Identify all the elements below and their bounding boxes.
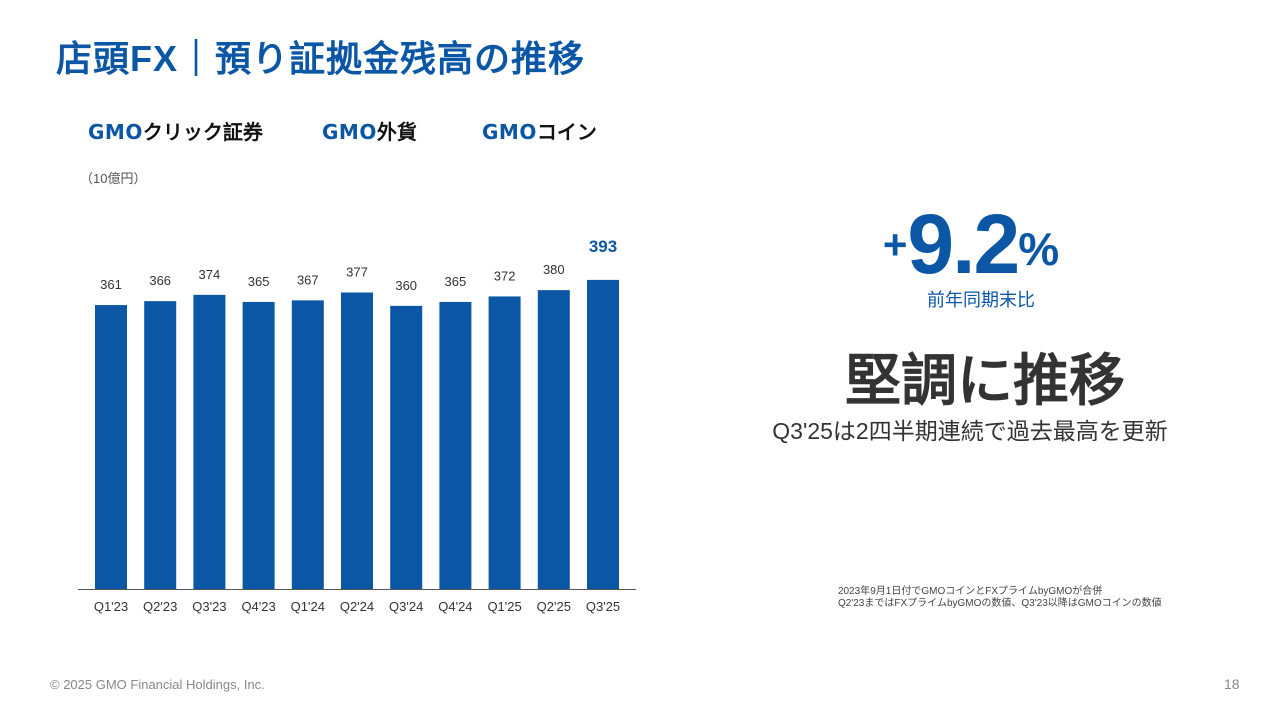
bar <box>587 279 619 589</box>
x-tick-label: Q4'24 <box>438 599 472 614</box>
logo-suffix: コイン <box>536 120 597 144</box>
bar <box>95 305 127 589</box>
headline: 堅調に推移 <box>845 349 1125 412</box>
bar <box>439 301 472 589</box>
x-tick-label: Q2'24 <box>340 599 374 614</box>
page-title: 店頭FX｜預り証拠金残高の推移 <box>56 38 586 79</box>
bar <box>537 290 570 589</box>
unit-label: （10億円） <box>80 171 147 186</box>
data-label: 365 <box>445 274 467 289</box>
growth-percentage: +9.2% <box>866 196 1076 293</box>
data-label: 361 <box>100 277 122 292</box>
x-tick-label: Q1'24 <box>291 599 325 614</box>
data-label: 360 <box>395 278 417 293</box>
growth-value: 9.2 <box>907 197 1020 291</box>
bar <box>242 301 275 589</box>
growth-unit: % <box>1018 223 1060 275</box>
x-tick-label: Q1'25 <box>487 599 521 614</box>
bar <box>488 296 521 589</box>
data-label: 377 <box>346 264 368 279</box>
page-number: 18 <box>1224 676 1240 692</box>
bar <box>193 294 226 589</box>
data-label: 372 <box>494 268 516 283</box>
data-label: 365 <box>248 274 270 289</box>
logo-brand: GMO <box>88 120 143 144</box>
bar <box>341 292 373 589</box>
bar <box>291 300 324 589</box>
bar-chart: 361 Q1'23 366 Q2'23 374 Q3'23 365 Q4'23 367 Q1'24… <box>78 237 636 614</box>
data-label: 366 <box>149 273 171 288</box>
growth-sign: + <box>882 221 908 268</box>
subline: Q3'25は2四半期連続で過去最高を更新 <box>772 418 1168 444</box>
x-tick-label: Q2'23 <box>143 599 177 614</box>
footnote: 2023年9月1日付でGMOコインとFXプライムbyGMOが合併 Q2'23まで… <box>838 586 1162 610</box>
growth-label: 前年同期末比 <box>927 290 1035 310</box>
copyright: © 2025 GMO Financial Holdings, Inc. <box>50 677 265 692</box>
x-tick-label: Q2'25 <box>537 599 571 614</box>
gmo-click-logo: GMOクリック証券 <box>88 116 263 145</box>
logo-brand: GMO <box>322 120 377 144</box>
bar <box>144 301 177 589</box>
gmo-coin-logo: GMOコイン <box>482 116 597 145</box>
x-tick-label: Q3'23 <box>192 599 226 614</box>
data-label: 380 <box>543 262 565 277</box>
footnote-line: Q2'23まではFXプライムbyGMOの数値、Q3'23以降はGMOコインの数値 <box>838 598 1162 609</box>
x-tick-label: Q3'25 <box>586 599 620 614</box>
logo-brand: GMO <box>482 120 537 144</box>
gmo-gaika-logo: GMO外貨 <box>322 116 417 145</box>
x-tick-label: Q1'23 <box>94 599 128 614</box>
data-label: 367 <box>297 272 319 287</box>
x-tick-label: Q3'24 <box>389 599 423 614</box>
data-label: 393 <box>589 237 617 256</box>
data-label: 374 <box>199 267 221 282</box>
x-tick-label: Q4'23 <box>241 599 275 614</box>
logo-suffix: クリック証券 <box>142 120 263 144</box>
footnote-line: 2023年9月1日付でGMOコインとFXプライムbyGMOが合併 <box>838 586 1103 597</box>
bar <box>390 305 423 589</box>
logo-suffix: 外貨 <box>376 120 417 144</box>
